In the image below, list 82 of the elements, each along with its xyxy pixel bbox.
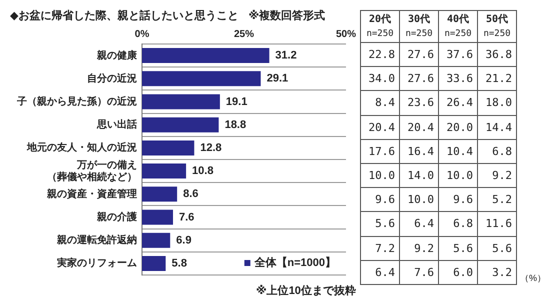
data-label: 10.0 — [400, 188, 438, 212]
data-label: 14.0 — [400, 163, 438, 188]
data-label: 21.2 — [478, 66, 516, 91]
y-tick-label: 思い出話 — [96, 118, 137, 131]
bar — [142, 186, 178, 202]
data-label: 33.6 — [438, 66, 478, 91]
data-label: 34.0 — [360, 66, 400, 91]
data-label: 9.6 — [360, 188, 400, 212]
x-tick-label: 20代 n=250 — [361, 12, 399, 40]
data-label: 6.0 — [438, 260, 478, 284]
data-label: 17.6 — [360, 139, 400, 164]
data-label: 11.6 — [478, 212, 516, 236]
data-label: 18.8 — [224, 118, 246, 131]
data-label: 5.8 — [172, 257, 187, 270]
y-tick-label: 自分の近況 — [87, 72, 137, 84]
data-label: 20.0 — [438, 115, 478, 140]
data-label: 6.4 — [400, 212, 438, 236]
y-tick-label: 親の健康 — [96, 49, 138, 62]
data-label: 5.2 — [478, 188, 516, 212]
data-label: 14.4 — [478, 115, 516, 140]
data-label: 9.2 — [400, 236, 438, 260]
data-label: 26.4 — [438, 90, 478, 116]
y-tick-label: 親の資産・資産管理 — [46, 188, 137, 200]
y-tick-label: 実家のリフォーム — [56, 257, 137, 270]
data-label: 8.6 — [183, 188, 198, 200]
data-label: 6.4 — [360, 260, 400, 284]
data-label: 7.6 — [400, 260, 438, 284]
data-label: 19.1 — [226, 96, 248, 108]
y-tick-label: 親の介護 — [96, 211, 137, 223]
data-label: 37.6 — [438, 42, 478, 67]
data-label: 10.4 — [438, 139, 478, 164]
data-label: 20.4 — [400, 115, 438, 140]
x-tick-label: 30代 n=250 — [400, 12, 438, 40]
data-label: 31.2 — [275, 50, 297, 62]
data-label: 9.6 — [438, 188, 478, 212]
y-tick-label: 万が一の備え（葬儀や相続など） — [47, 158, 137, 183]
y-tick-label: 子（親から見た孫）の近況 — [16, 96, 137, 108]
text: ※上位10位まで抜粋 — [256, 284, 356, 298]
bar — [142, 71, 261, 86]
data-label: 10.0 — [360, 163, 400, 188]
data-label: 27.6 — [400, 66, 438, 91]
y-tick-label: 親の運転免許返納 — [56, 234, 137, 246]
bar — [142, 232, 170, 248]
data-label: 18.0 — [478, 90, 516, 116]
y-tick-label: 地元の友人・知人の近況 — [26, 142, 137, 154]
data-label: 5.6 — [438, 236, 478, 260]
legend-label: 全体【n=1000】 — [253, 256, 336, 270]
data-label: 27.6 — [400, 42, 438, 67]
data-label: 7.6 — [179, 211, 194, 224]
data-label: 5.6 — [478, 236, 516, 260]
data-label: 8.4 — [360, 90, 400, 116]
chart-subtitle: ※複数回答形式 — [248, 10, 326, 22]
bar — [142, 94, 220, 110]
data-label: 22.8 — [360, 42, 400, 67]
chart-title: ◆お盆に帰省した際、親と話したいと思うこと — [10, 10, 238, 22]
data-label: 6.8 — [438, 212, 478, 236]
x-tick-label: 50代 n=250 — [478, 12, 516, 40]
bar — [142, 140, 194, 156]
text: （%） — [520, 272, 543, 285]
x-tick-label: 40代 n=250 — [439, 12, 477, 40]
bar — [142, 117, 219, 132]
data-label: 12.8 — [200, 142, 222, 154]
bar — [142, 48, 270, 64]
data-label: 10.0 — [438, 163, 478, 188]
data-label: 7.2 — [360, 236, 400, 260]
data-label: 20.4 — [360, 115, 400, 140]
data-label: 23.6 — [400, 90, 438, 116]
bar — [142, 256, 166, 271]
data-label: 5.6 — [360, 212, 400, 236]
x-tick-label: 0% — [134, 28, 150, 40]
data-label: 9.2 — [478, 163, 516, 188]
bar — [142, 164, 186, 179]
data-label: 16.4 — [400, 139, 438, 164]
data-label: 6.9 — [176, 234, 192, 246]
data-label: 29.1 — [266, 72, 288, 85]
data-label: 10.8 — [192, 165, 214, 178]
data-label: 3.2 — [478, 260, 516, 284]
data-label: 36.8 — [478, 42, 516, 67]
x-tick-label: 50% — [336, 28, 356, 40]
x-tick-label: 25% — [234, 28, 254, 40]
bar — [142, 210, 174, 225]
data-label: 6.8 — [478, 139, 516, 164]
